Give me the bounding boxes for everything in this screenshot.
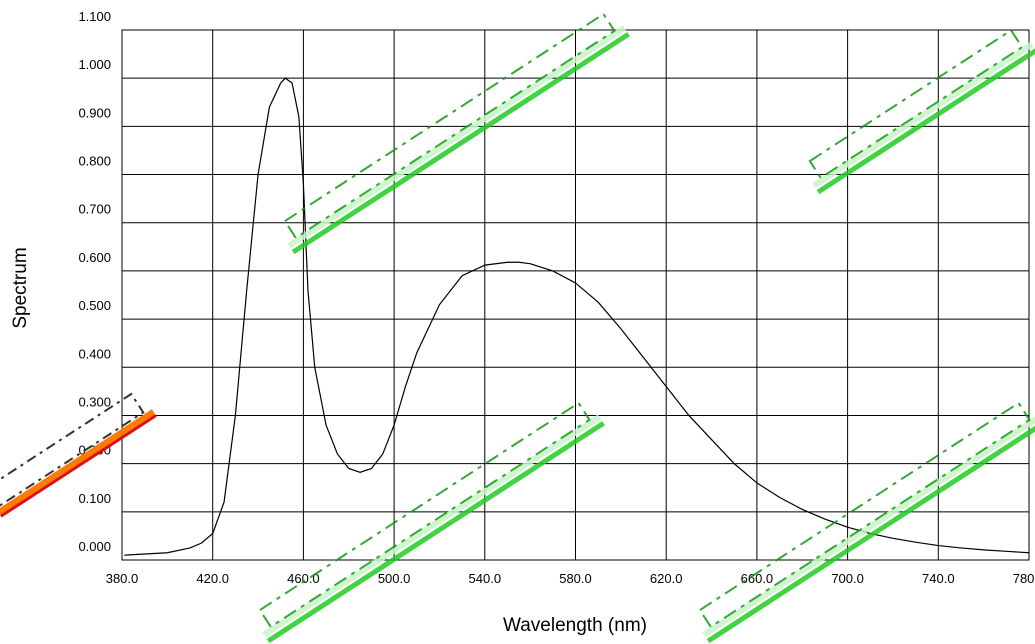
x-tick-label: 460.0	[287, 571, 320, 586]
watermark-logo-3	[258, 401, 605, 644]
x-tick-label: 660.0	[741, 571, 774, 586]
watermark-logo-1	[283, 12, 630, 255]
x-tick-label: 700.0	[831, 571, 864, 586]
y-tick-labels: 0.0000.1000.2000.3000.4000.5000.6000.700…	[78, 9, 111, 554]
y-tick-label: 0.500	[78, 298, 111, 313]
x-axis-label: Wavelength (nm)	[503, 615, 647, 636]
y-tick-label: 0.600	[78, 250, 111, 265]
y-tick-label: 0.900	[78, 105, 111, 120]
x-tick-label: 620.0	[650, 571, 683, 586]
y-tick-label: 1.100	[78, 9, 111, 24]
y-tick-label: 0.700	[78, 202, 111, 217]
y-tick-label: 1.000	[78, 57, 111, 72]
x-tick-labels: 380.0 420.0 460.0 500.0 540.0 580.0 620.0 660.0…	[106, 571, 1035, 586]
spectrum-series-line	[124, 77, 1030, 556]
watermark-logo-5	[0, 392, 157, 518]
x-tick-label: 420.0	[196, 571, 229, 586]
x-tick-label: 500.0	[378, 571, 411, 586]
x-tick-label: 580.0	[559, 571, 592, 586]
y-tick-label: 0.000	[78, 539, 111, 554]
y-tick-label: 0.400	[78, 346, 111, 361]
x-tick-label: 740.0	[922, 571, 955, 586]
y-tick-label: 0.800	[78, 154, 111, 169]
x-tick-label: 540.0	[469, 571, 502, 586]
grid	[121, 29, 1030, 561]
x-tick-label: 380.0	[106, 571, 139, 586]
y-tick-label: 0.300	[78, 394, 111, 409]
x-tick-label: 780.0	[1013, 571, 1035, 586]
y-tick-label: 0.100	[78, 491, 111, 506]
y-axis-label: Spectrum	[10, 247, 31, 328]
